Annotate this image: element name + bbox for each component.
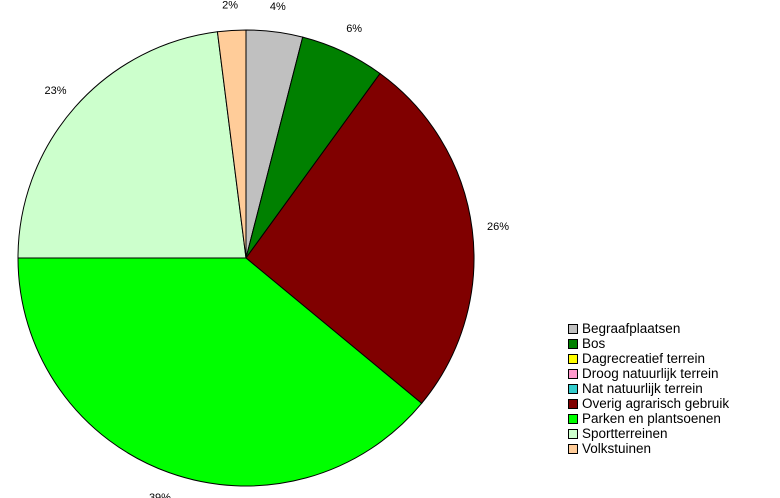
legend-item: Parken en plantsoenen (568, 411, 729, 426)
legend-label: Sportterreinen (582, 426, 668, 441)
legend-item: Droog natuurlijk terrein (568, 366, 729, 381)
data-label: 39% (149, 492, 171, 498)
data-label: 4% (270, 1, 286, 13)
pie-slice-parken-en-plantsoenen (17, 257, 423, 487)
legend: Begraafplaatsen Bos Dagrecreatief terrein D… (568, 321, 729, 456)
legend-swatch (568, 428, 578, 439)
legend-swatch (568, 398, 578, 409)
legend-item: Sportterreinen (568, 426, 729, 441)
legend-label: Bos (582, 336, 606, 351)
legend-label: Dagrecreatief terrein (582, 351, 706, 366)
legend-item: Dagrecreatief terrein (568, 351, 729, 366)
pie-slice-sportterreinen (17, 31, 247, 259)
legend-item: Bos (568, 336, 729, 351)
legend-item: Volkstuinen (568, 441, 729, 456)
data-label: 26% (487, 221, 509, 233)
legend-swatch (568, 443, 578, 454)
legend-item: Overig agrarisch gebruik (568, 396, 729, 411)
legend-label: Volkstuinen (582, 441, 652, 456)
legend-swatch (568, 353, 578, 364)
legend-swatch (568, 383, 578, 394)
legend-swatch (568, 323, 578, 334)
pie-slice-overig-agrarisch-gebruik (245, 72, 475, 405)
legend-label: Nat natuurlijk terrein (582, 381, 703, 396)
legend-swatch (568, 368, 578, 379)
legend-label: Droog natuurlijk terrein (582, 366, 719, 381)
data-label: 6% (346, 23, 362, 35)
pie-slices (17, 29, 475, 487)
data-label: 23% (44, 85, 66, 97)
legend-item: Nat natuurlijk terrein (568, 381, 729, 396)
pie-labels: 4% 6% 26% 39% 23% 2% (44, 0, 509, 498)
legend-label: Overig agrarisch gebruik (582, 396, 730, 411)
legend-label: Parken en plantsoenen (582, 411, 721, 426)
legend-swatch (568, 338, 578, 349)
legend-item: Begraafplaatsen (568, 321, 729, 336)
data-label: 2% (222, 0, 238, 12)
legend-swatch (568, 413, 578, 424)
pie-slice-volkstuinen (216, 29, 247, 259)
legend-label: Begraafplaatsen (582, 321, 681, 336)
